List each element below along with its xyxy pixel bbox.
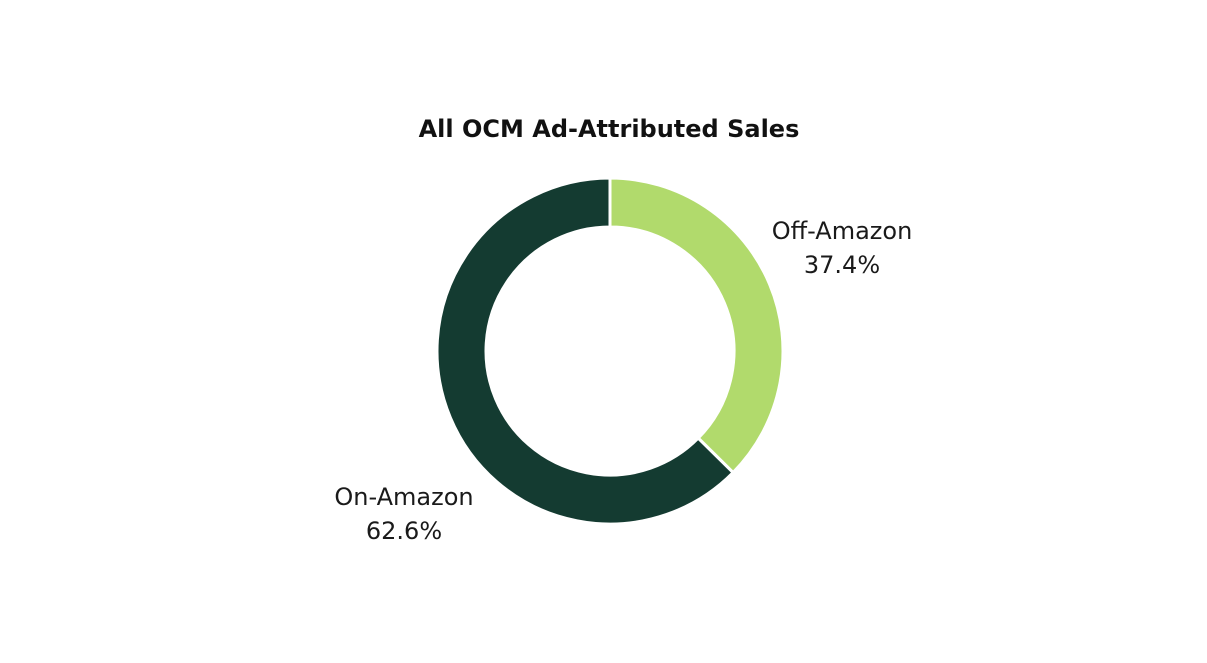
slice-value-off-amazon: 37.4% — [804, 251, 880, 279]
donut-slices — [435, 176, 785, 526]
donut-slice-off-amazon — [608, 176, 785, 475]
slice-labels: Off-Amazon 37.4% On-Amazon 62.6% — [334, 217, 912, 545]
slice-label-off-amazon: Off-Amazon — [772, 217, 913, 245]
chart-title: All OCM Ad-Attributed Sales — [419, 115, 800, 143]
slice-label-on-amazon: On-Amazon — [334, 483, 473, 511]
donut-slice-on-amazon — [435, 176, 736, 526]
slice-value-on-amazon: 62.6% — [366, 517, 442, 545]
